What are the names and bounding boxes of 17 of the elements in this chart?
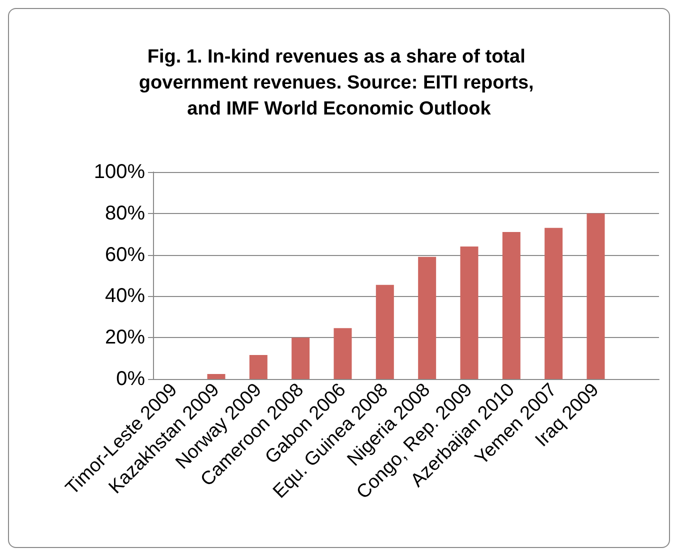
y-tick-label: 100% <box>94 161 146 183</box>
bar <box>418 256 436 379</box>
bar <box>502 232 520 379</box>
bar <box>207 374 226 379</box>
y-tick-label: 0% <box>116 368 146 390</box>
bar <box>460 246 478 379</box>
bar <box>334 328 352 379</box>
bar <box>249 354 268 379</box>
y-tick-label: 40% <box>104 285 146 308</box>
bar <box>376 284 394 379</box>
y-tick-label: 80% <box>104 202 146 224</box>
y-tick-label: 60% <box>104 244 146 266</box>
bar <box>586 213 605 379</box>
y-tick-label: 20% <box>104 326 146 349</box>
chart-title: Fig. 1. In-kind revenues as a share of total government revenues. Source: EITI reports, and IMF World Economic Outlook <box>138 46 540 120</box>
bar <box>292 338 310 379</box>
bar <box>544 228 563 379</box>
